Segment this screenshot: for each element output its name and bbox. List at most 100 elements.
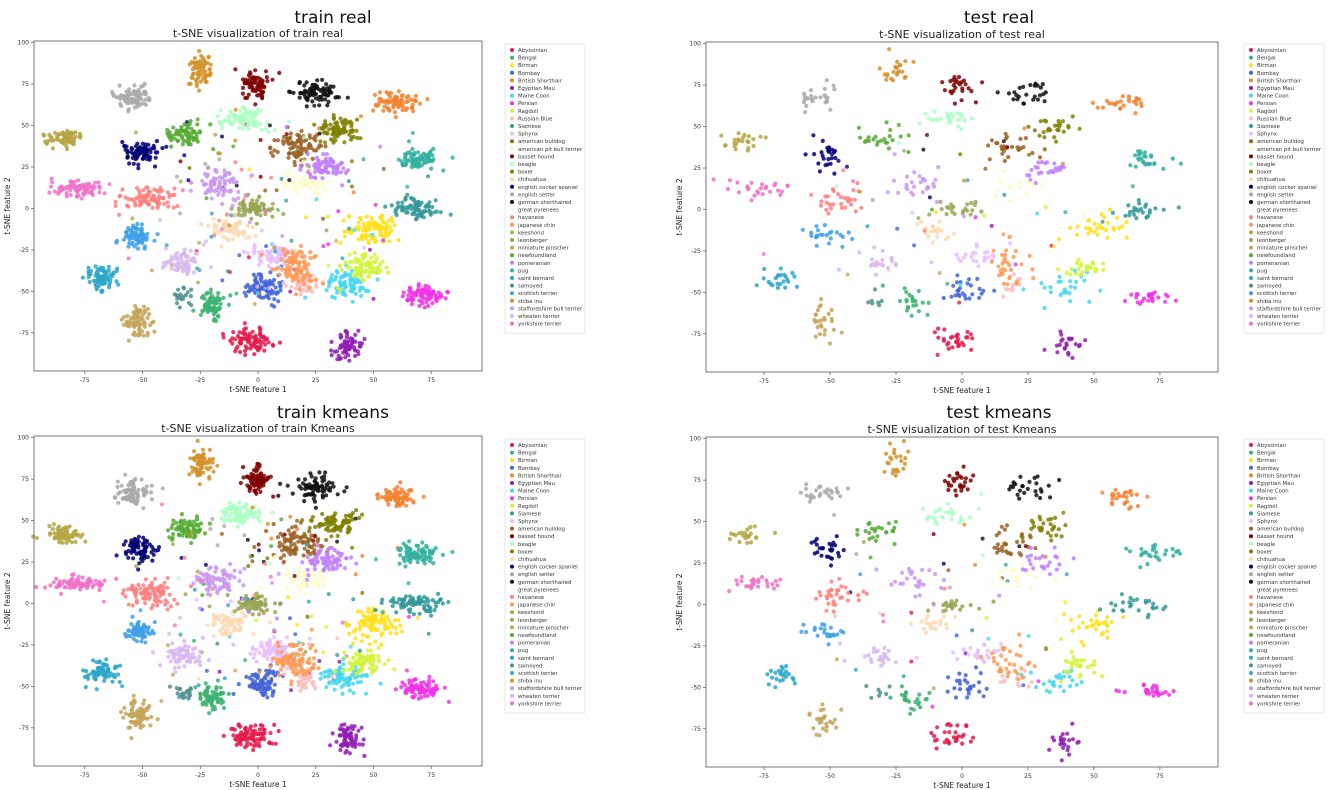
scatter-point (347, 347, 352, 352)
legend-marker (510, 162, 514, 166)
scatter-point (115, 95, 121, 100)
legend-marker (1249, 108, 1253, 113)
scatter-point (1042, 347, 1047, 352)
scatter-point (306, 262, 311, 267)
scatter-point (1002, 268, 1008, 273)
y-tick-label: 0 (697, 206, 701, 213)
scatter-point (191, 71, 196, 77)
scatter-point (133, 237, 138, 242)
scatter-point (1024, 92, 1029, 97)
scatter-point (388, 621, 393, 626)
scatter-point (341, 292, 346, 297)
scatter-point (299, 270, 304, 275)
scatter-point (354, 225, 359, 230)
scatter-point (332, 164, 336, 169)
scatter-point (1037, 155, 1043, 160)
scatter-point (345, 95, 350, 100)
scatter-point (314, 197, 319, 202)
scatter-point (1009, 186, 1014, 191)
legend-entry: havanese (518, 215, 545, 221)
scatter-point (324, 624, 329, 629)
scatter-point (1016, 147, 1022, 152)
scatter-point (341, 668, 346, 673)
scatter-point (334, 739, 339, 744)
scatter-point (169, 144, 174, 149)
scatter-point (1173, 298, 1178, 303)
scatter-point (958, 152, 963, 157)
scatter-point (349, 672, 355, 677)
scatter-point (231, 733, 236, 738)
legend-entry: beagle (1257, 162, 1276, 168)
scatter-point (880, 263, 886, 268)
scatter-point (121, 322, 126, 327)
scatter-point (363, 263, 368, 268)
scatter-point (1067, 291, 1072, 296)
scatter-point (264, 681, 269, 686)
scatter-point (375, 492, 380, 497)
panel-train-kmeans: train kmeans t-SNE visualization of trai… (0, 395, 666, 790)
scatter-point (287, 151, 292, 156)
scatter-point (292, 159, 297, 165)
scatter-point (331, 84, 336, 89)
scatter-point (363, 691, 369, 696)
scatter-point (223, 227, 228, 232)
scatter-point (424, 300, 429, 305)
scatter-point (269, 150, 274, 155)
scatter-point (408, 601, 413, 606)
scatter-point (361, 157, 366, 162)
scatter-point (204, 196, 209, 201)
scatter-point (272, 635, 277, 640)
scatter-point (1078, 272, 1083, 278)
legend-marker (510, 101, 514, 106)
scatter-point (855, 181, 860, 186)
scatter-point (295, 622, 300, 627)
scatter-point (1070, 355, 1075, 360)
scatter-point (259, 689, 264, 694)
scatter-point (208, 287, 213, 292)
scatter-point (263, 342, 268, 347)
scatter-point (826, 157, 831, 162)
y-tick-label: 100 (690, 41, 702, 48)
scatter-point (752, 193, 757, 198)
scatter-point (815, 308, 820, 313)
scatter-point (957, 117, 962, 122)
scatter-point (71, 183, 77, 188)
scatter-point (1057, 274, 1062, 279)
scatter-point (934, 199, 939, 205)
scatter-point (404, 668, 409, 673)
scatter-point (1059, 338, 1064, 343)
scatter-point (376, 645, 381, 650)
scatter-point (411, 499, 416, 504)
scatter-point (217, 157, 222, 162)
scatter-point (356, 328, 361, 333)
scatter-point (267, 286, 272, 291)
legend-marker (510, 276, 514, 280)
scatter-point (1005, 260, 1010, 265)
scatter-point (764, 184, 769, 189)
scatter-point (246, 127, 251, 132)
scatter-point (822, 332, 827, 337)
scatter-point (338, 335, 343, 340)
scatter-point (892, 152, 897, 157)
scatter-point (1055, 127, 1060, 132)
scatter-point (201, 294, 206, 299)
scatter-point (963, 296, 968, 301)
scatter-point (879, 298, 884, 304)
scatter-point (961, 214, 966, 219)
legend-entry: staffordshire bull terrier (518, 306, 583, 312)
scatter-point (872, 287, 878, 292)
scatter-point (902, 75, 907, 80)
scatter-point (1101, 267, 1106, 273)
legend-marker (1249, 116, 1253, 121)
scatter-point (965, 208, 970, 213)
scatter-point (349, 736, 354, 741)
scatter-point (809, 93, 814, 99)
scatter-point (346, 683, 351, 688)
scatter-point (1039, 160, 1044, 165)
scatter-point (1105, 235, 1110, 240)
scatter-point (1068, 272, 1073, 277)
scatter-point (266, 207, 271, 212)
scatter-point (274, 210, 278, 215)
scatter-point (948, 89, 953, 94)
scatter-point (272, 682, 277, 687)
